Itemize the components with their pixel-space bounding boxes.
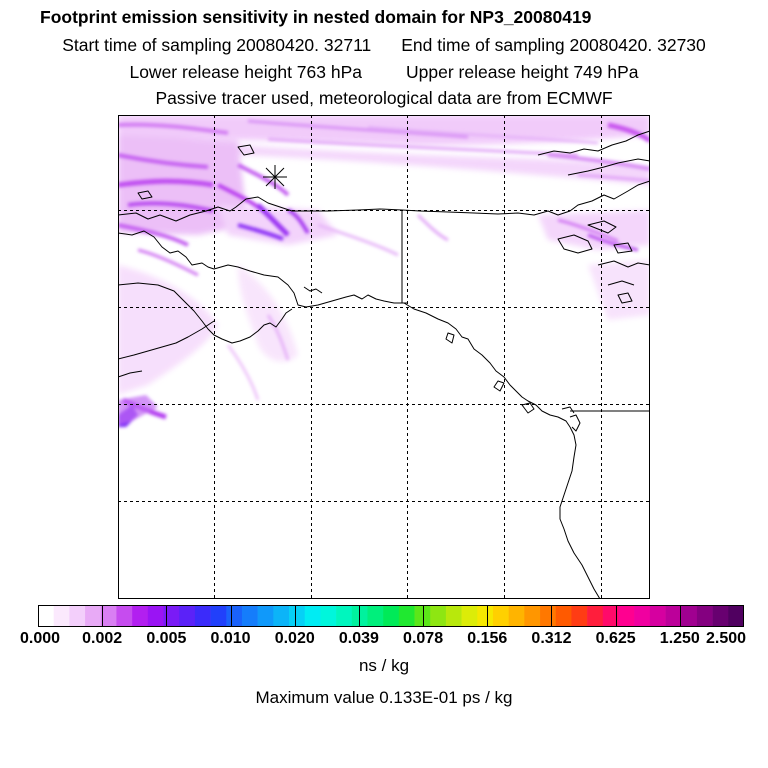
- colorbar: [38, 605, 744, 627]
- colorbar-cell: [257, 605, 274, 627]
- start-time-text: Start time of sampling 20080420. 32711: [62, 35, 372, 55]
- colorbar-dividers: [102, 605, 681, 627]
- lower-release-text: Lower release height 763 hPa: [129, 62, 362, 82]
- colorbar-cell: [665, 605, 682, 627]
- colorbar-tick-label: 0.156: [467, 630, 508, 647]
- colorbar-cell: [618, 605, 635, 627]
- colorbar-cell: [492, 605, 509, 627]
- colorbar-cell: [728, 605, 744, 627]
- lat-lon-grid: [118, 115, 650, 599]
- colorbar-cell: [540, 605, 557, 627]
- colorbar-tick-label: 2.500: [705, 630, 747, 647]
- colorbar-cell: [210, 605, 227, 627]
- colorbar-cell: [712, 605, 729, 627]
- colorbar-cell: [461, 605, 478, 627]
- map-frame: [118, 115, 650, 599]
- colorbar-cell: [147, 605, 164, 627]
- colorbar-cell: [304, 605, 321, 627]
- colorbar-cell: [179, 605, 196, 627]
- colorbar-cell: [524, 605, 541, 627]
- colorbar-tick-label: 0.005: [146, 630, 187, 647]
- colorbar-cell: [571, 605, 588, 627]
- colorbar-tick-label: 0.010: [210, 630, 251, 647]
- colorbar-tick-label: 0.039: [338, 630, 379, 647]
- colorbar-tick-label: 0.625: [595, 630, 636, 647]
- colorbar-tick-label: 1.250: [659, 630, 700, 647]
- colorbar-cell: [430, 605, 447, 627]
- colorbar-cells: [38, 605, 744, 627]
- colorbar-cell: [477, 605, 494, 627]
- colorbar-cell: [320, 605, 337, 627]
- colorbar-cell: [273, 605, 290, 627]
- release-location-marker: [263, 165, 287, 189]
- colorbar-tick-label: 0.002: [82, 630, 123, 647]
- colorbar-tick-label: 0.078: [403, 630, 444, 647]
- footprint-streaks: [118, 119, 650, 427]
- colorbar-cell: [38, 605, 54, 627]
- colorbar-cell: [289, 605, 306, 627]
- colorbar-cell: [116, 605, 133, 627]
- colorbar-cell: [634, 605, 651, 627]
- tracer-note-row: Passive tracer used, meteorological data…: [0, 88, 768, 108]
- colorbar-tick-label: 0.020: [274, 630, 315, 647]
- upper-release-text: Upper release height 749 hPa: [406, 62, 639, 82]
- colorbar-cell: [132, 605, 149, 627]
- colorbar-cell: [69, 605, 86, 627]
- colorbar-tick-label: 0.000: [19, 630, 61, 647]
- colorbar-cell: [336, 605, 353, 627]
- colorbar-cell: [445, 605, 462, 627]
- colorbar-cell: [696, 605, 713, 627]
- sampling-time-row: Start time of sampling 20080420. 32711 E…: [0, 35, 768, 55]
- colorbar-cell: [414, 605, 431, 627]
- colorbar-cell: [555, 605, 572, 627]
- colorbar-unit: ns / kg: [358, 656, 410, 675]
- colorbar-cell: [100, 605, 117, 627]
- colorbar-tick-label: 0.312: [531, 630, 572, 647]
- colorbar-cell: [602, 605, 619, 627]
- colorbar-cell: [53, 605, 70, 627]
- colorbar-cell: [508, 605, 525, 627]
- colorbar-cell: [398, 605, 415, 627]
- maximum-value-text: Maximum value 0.133E-01 ps / kg: [255, 688, 513, 707]
- footprint-field: [118, 115, 650, 427]
- colorbar-cell: [163, 605, 180, 627]
- colorbar-cell: [226, 605, 243, 627]
- colorbar-cell: [367, 605, 384, 627]
- colorbar-frame: [38, 605, 744, 627]
- colorbar-cell: [587, 605, 604, 627]
- tracer-note-text: Passive tracer used, meteorological data…: [155, 88, 613, 108]
- coastlines: [118, 130, 650, 599]
- colorbar-cell: [241, 605, 258, 627]
- release-height-row: Lower release height 763 hPa Upper relea…: [0, 62, 768, 82]
- political-borders: [401, 210, 650, 412]
- colorbar-cell: [681, 605, 698, 627]
- footprint-map: [118, 115, 650, 599]
- colorbar-cell: [383, 605, 400, 627]
- colorbar-cell: [85, 605, 102, 627]
- plot-title: Footprint emission sensitivity in nested…: [40, 7, 592, 27]
- colorbar-cell: [194, 605, 211, 627]
- colorbar-cell: [649, 605, 666, 627]
- end-time-text: End time of sampling 20080420. 32730: [401, 35, 706, 55]
